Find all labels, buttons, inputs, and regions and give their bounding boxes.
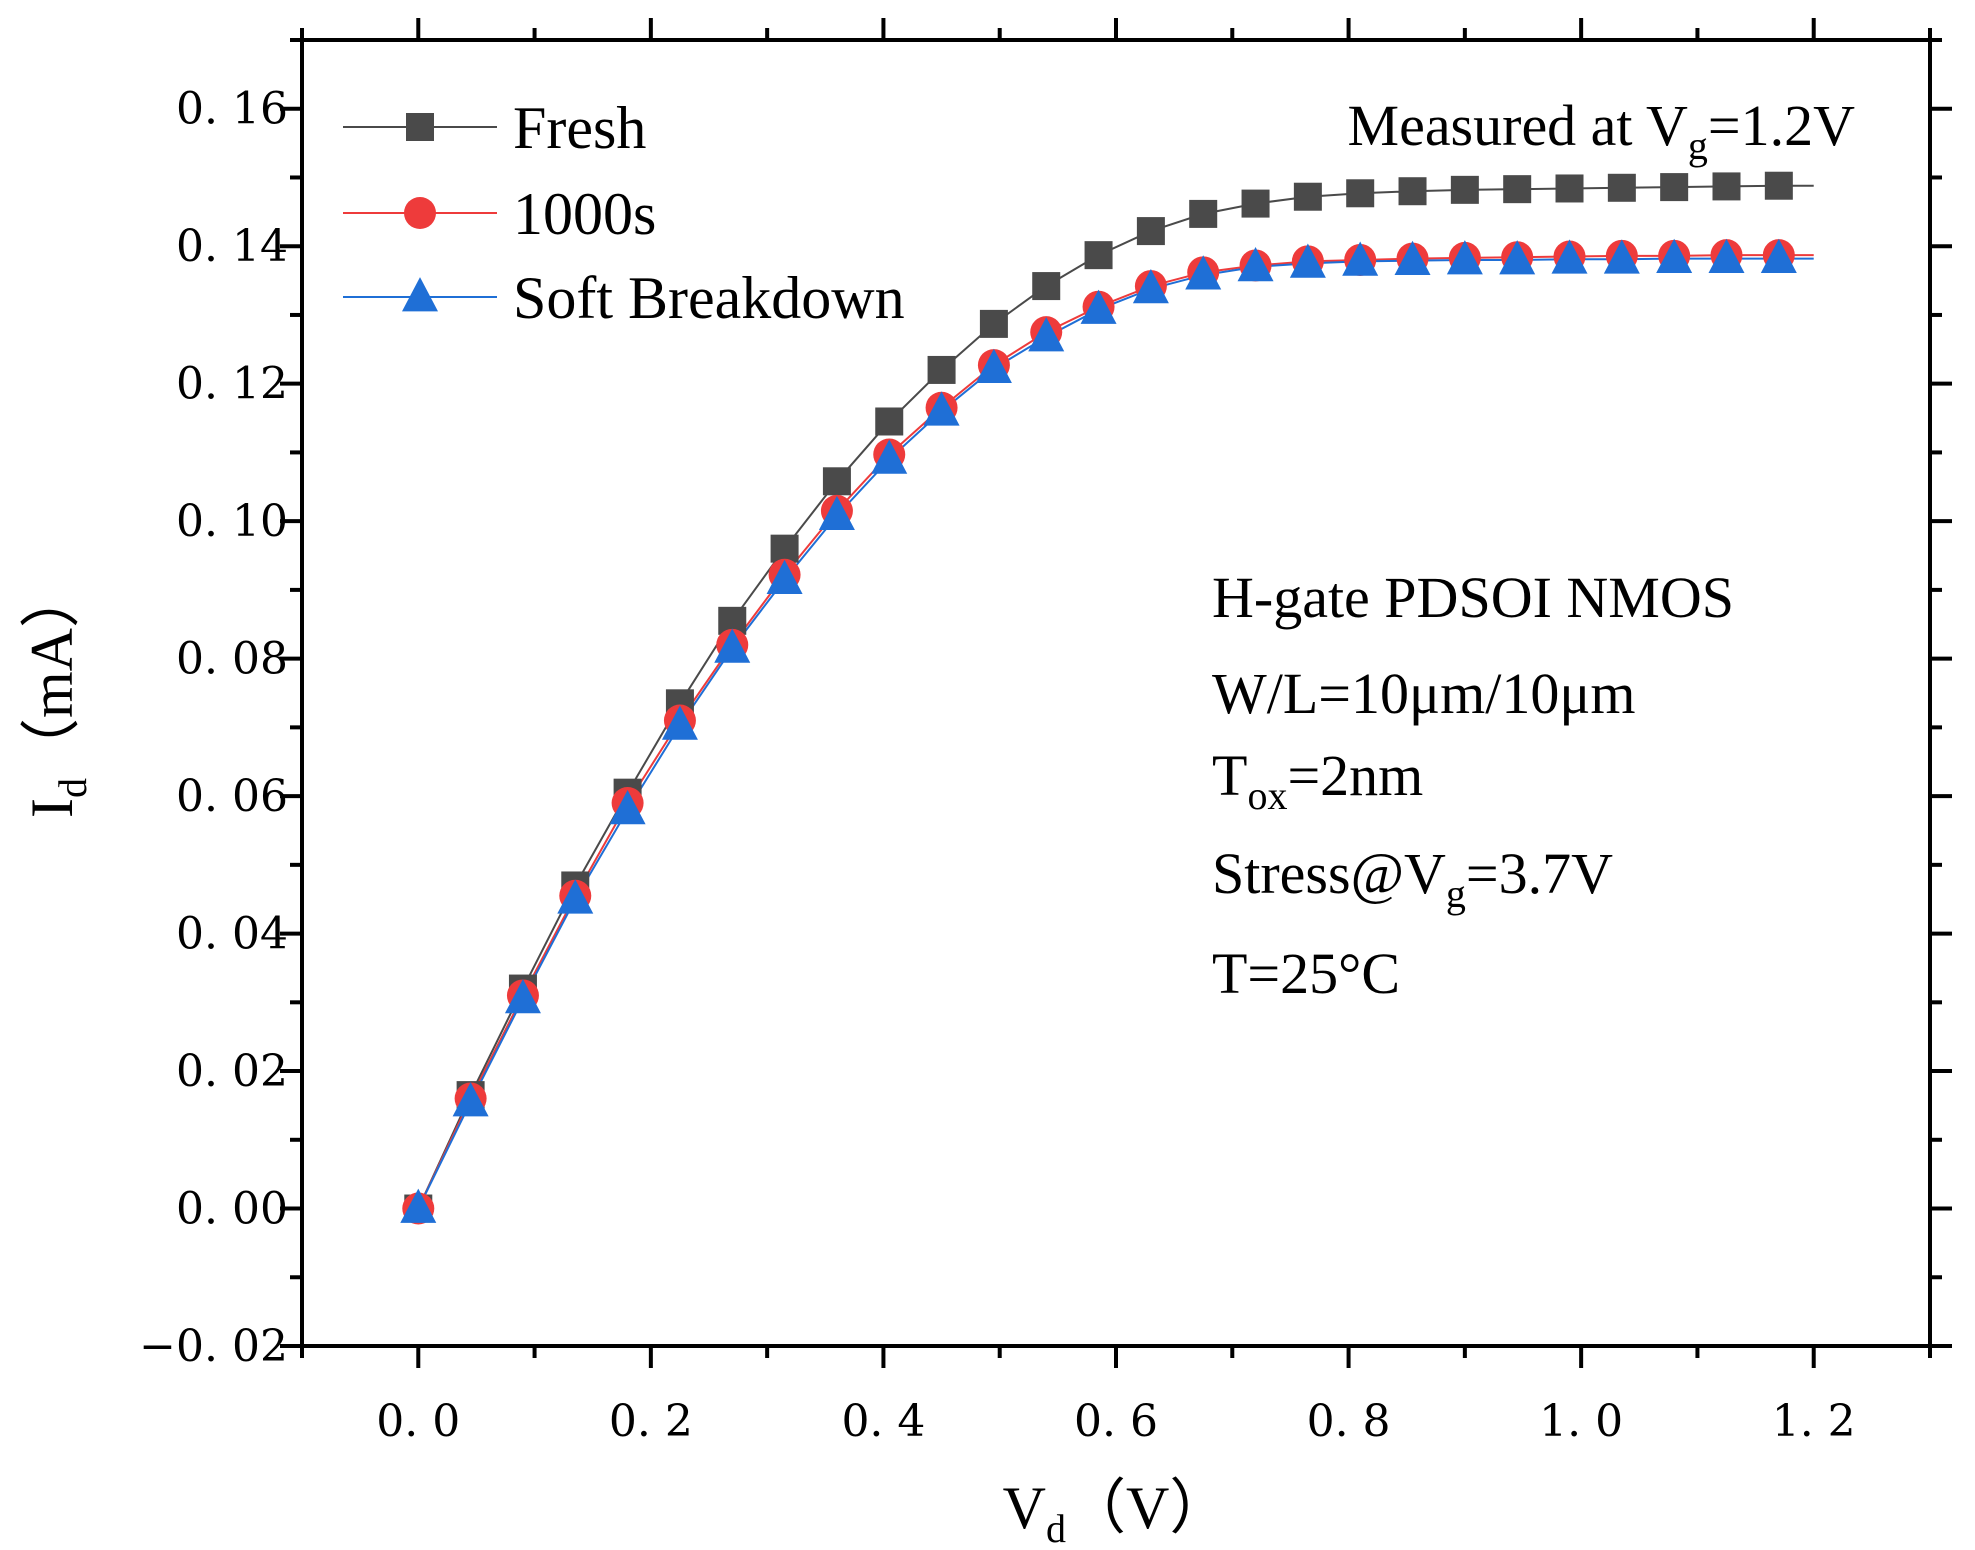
series-line-1: [417, 254, 1814, 1209]
y-tick-label: 0. 08: [176, 634, 288, 685]
series-lines: [417, 184, 1814, 1209]
point-square: [1660, 173, 1689, 202]
point-square: [822, 467, 851, 496]
ticks-group: [280, 18, 1952, 1368]
point-square: [1032, 272, 1061, 301]
legend-label: Fresh: [513, 95, 646, 161]
point-square: [1555, 174, 1584, 203]
point-square: [770, 534, 799, 563]
x-axis-title: Vd（V）: [1003, 1475, 1230, 1550]
y-tick-label: 0. 14: [176, 221, 288, 272]
legend-label: Soft Breakdown: [513, 265, 905, 331]
y-tick-label: 0. 10: [176, 496, 288, 547]
x-tick-label: 0. 6: [1074, 1396, 1158, 1447]
point-square: [1241, 189, 1270, 218]
legend: Fresh 1000s Soft Breakdown: [343, 95, 905, 331]
legend-marker-circle: [404, 197, 436, 229]
legend-label: 1000s: [513, 181, 656, 247]
point-triangle: [1760, 238, 1797, 273]
point-triangle: [871, 439, 908, 474]
point-triangle: [714, 628, 751, 663]
point-square: [875, 407, 904, 436]
point-square: [1346, 179, 1375, 208]
legend-marker-triangle: [402, 277, 438, 312]
point-square: [1084, 241, 1113, 270]
point-triangle: [400, 1188, 437, 1223]
point-triangle: [1394, 240, 1431, 276]
point-triangle: [1603, 239, 1640, 274]
x-tick-label: 0. 8: [1307, 1396, 1391, 1447]
measured-annotation: Measured at Vg=1.2V: [1348, 93, 1856, 168]
point-square: [979, 309, 1008, 338]
x-tick-label: 1. 0: [1539, 1396, 1623, 1447]
y-tick-label: 0. 12: [176, 359, 288, 410]
point-triangle: [452, 1082, 489, 1117]
series-line-2: [417, 257, 1814, 1209]
point-square: [1293, 182, 1322, 211]
point-triangle: [766, 559, 803, 594]
point-triangle: [975, 348, 1012, 383]
y-tick-label: −0. 02: [139, 1321, 288, 1372]
point-square: [1712, 172, 1741, 201]
point-triangle: [609, 790, 646, 825]
device-annotation: H-gate PDSOI NMOS: [1212, 565, 1734, 630]
legend-marker-square: [406, 113, 434, 141]
point-triangle: [1080, 289, 1117, 324]
y-tick-label: 0. 00: [176, 1184, 288, 1235]
point-triangle: [1289, 243, 1326, 278]
series-markers: [400, 171, 1797, 1225]
x-tick-label: 0. 0: [376, 1396, 460, 1447]
stress-annotation: Stress@Vg=3.7V: [1212, 841, 1613, 916]
point-triangle: [661, 705, 698, 740]
point-square: [1764, 171, 1793, 200]
y-axis-title: Id（mA）: [19, 568, 95, 818]
point-triangle: [818, 495, 855, 531]
series-line-0: [417, 184, 1814, 1209]
y-tick-label: 0. 04: [176, 909, 288, 960]
point-triangle: [504, 979, 541, 1014]
point-triangle: [1499, 240, 1536, 275]
point-triangle: [1342, 241, 1379, 276]
point-square: [927, 355, 956, 384]
point-square: [1503, 175, 1532, 204]
point-triangle: [1185, 255, 1222, 290]
y-tick-label: 0. 02: [176, 1046, 288, 1097]
x-tick-label: 0. 4: [841, 1396, 925, 1447]
point-triangle: [1708, 238, 1745, 273]
point-square: [1136, 217, 1165, 246]
point-square: [1450, 175, 1479, 204]
temperature-annotation: T=25°C: [1212, 941, 1400, 1006]
point-triangle: [1028, 317, 1065, 352]
wl-annotation: W/L=10μm/10μm: [1212, 661, 1636, 726]
point-square: [1398, 177, 1427, 206]
point-triangle: [1656, 238, 1693, 273]
point-square: [1607, 173, 1636, 202]
point-triangle: [557, 879, 594, 914]
point-triangle: [1446, 240, 1483, 275]
point-triangle: [923, 391, 960, 426]
x-tick-label: 1. 2: [1772, 1396, 1856, 1447]
point-triangle: [1237, 246, 1274, 282]
x-tick-label: 0. 2: [609, 1396, 693, 1447]
point-square: [1189, 199, 1218, 228]
y-tick-label: 0. 16: [176, 84, 288, 135]
point-triangle: [1132, 268, 1169, 304]
y-tick-label: 0. 06: [176, 771, 288, 822]
y-tick-labels: −0. 02 0. 00 0. 02 0. 04 0. 06 0. 08 0. 10 0. 1…: [139, 84, 288, 1372]
tox-annotation: Tox=2nm: [1212, 743, 1423, 818]
point-triangle: [1551, 239, 1588, 274]
x-tick-labels: 0. 0 0. 2 0. 4 0. 6 0. 8 1. 0 1. 2: [376, 1396, 1855, 1447]
